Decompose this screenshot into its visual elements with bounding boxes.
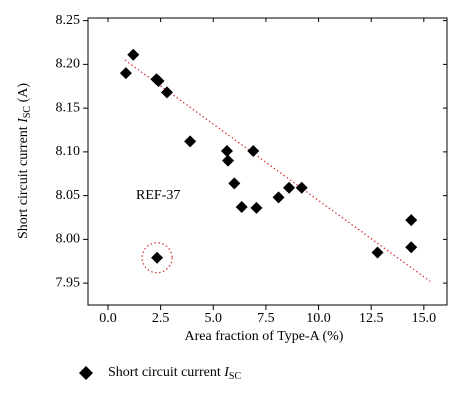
x-tick-label: 0.0 (99, 311, 117, 326)
point (250, 201, 263, 214)
y-label-text: Short circuit current (16, 123, 31, 239)
y-tick-label: 7.95 (56, 275, 81, 290)
point (220, 145, 233, 157)
y-label-symbol: I (16, 117, 31, 124)
point (272, 191, 285, 204)
point (283, 181, 296, 194)
y-tick-label: 8.10 (56, 144, 81, 159)
point (295, 181, 308, 194)
legend-text: Short circuit current (108, 365, 224, 380)
point (184, 135, 197, 148)
legend-symbol: I (223, 365, 230, 380)
point (119, 67, 132, 80)
point (405, 214, 418, 227)
x-tick-label: 15.0 (412, 311, 437, 326)
point (127, 48, 140, 61)
point (160, 86, 173, 99)
y-tick-label: 8.25 (56, 13, 81, 28)
point (247, 145, 260, 157)
y-axis-label: Short circuit current ISC (A) (16, 83, 33, 239)
x-tick-label: 5.0 (205, 311, 223, 326)
legend-marker (79, 366, 93, 380)
x-tick-label: 7.5 (257, 311, 275, 326)
point (405, 241, 418, 254)
annotation: REF-37 (136, 188, 180, 203)
y-tick-label: 8.20 (56, 57, 81, 72)
point (228, 177, 241, 190)
x-axis-label: Area fraction of Type-A (%) (185, 329, 344, 344)
y-label-unit: (A) (16, 83, 31, 106)
x-tick-label: 10.0 (306, 311, 331, 326)
legend-label: Short circuit current ISC (108, 365, 241, 382)
x-tick-label: 12.5 (359, 311, 384, 326)
point (235, 201, 248, 213)
y-tick-label: 8.00 (56, 232, 81, 247)
plot-frame (87, 17, 448, 306)
highlight-circle (141, 242, 173, 274)
x-tick-label: 2.5 (152, 311, 170, 326)
point (151, 251, 164, 264)
point (222, 154, 235, 167)
point (152, 75, 165, 87)
point (371, 246, 384, 259)
y-tick-label: 8.05 (56, 188, 81, 203)
y-tick-label: 8.15 (56, 100, 81, 115)
y-label-subscript: SC (22, 106, 33, 119)
legend-subscript: SC (229, 371, 242, 382)
trend-line (124, 59, 431, 282)
